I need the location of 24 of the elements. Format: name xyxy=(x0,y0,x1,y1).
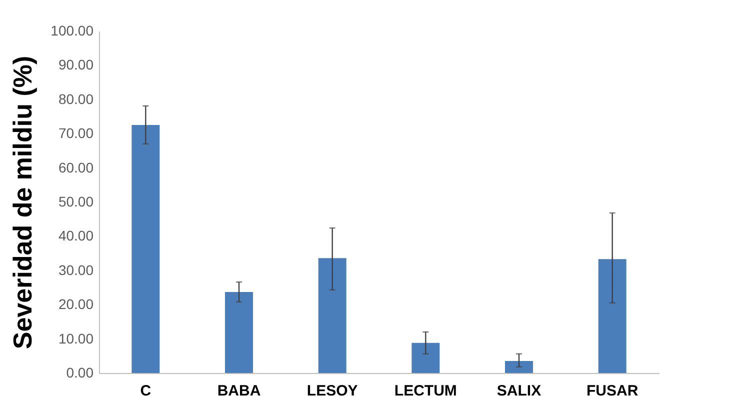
y-tick-label: 80.00 xyxy=(58,90,94,107)
y-axis-title: Severidad de mildiu (%) xyxy=(8,56,38,350)
y-tick-label: 30.00 xyxy=(58,262,94,278)
y-tick-label: 0.00 xyxy=(66,364,94,380)
x-tick-label: LESOY xyxy=(306,382,358,400)
x-tick-label: C xyxy=(140,382,152,400)
y-tick-label: 40.00 xyxy=(58,228,94,244)
y-tick-label: 10.00 xyxy=(58,330,94,346)
y-tick-label: 20.00 xyxy=(58,296,94,312)
y-tick-label: 70.00 xyxy=(58,125,94,142)
bar xyxy=(132,125,160,373)
x-tick-label: LECTUM xyxy=(394,382,457,400)
bar xyxy=(318,258,346,373)
bar xyxy=(412,342,440,373)
bar xyxy=(225,292,253,373)
y-tick-label: 50.00 xyxy=(58,194,94,210)
x-tick-label: FUSAR xyxy=(586,382,638,400)
x-tick-label: SALIX xyxy=(496,382,542,400)
x-tick-label: BABA xyxy=(217,382,261,400)
y-tick-label: 60.00 xyxy=(58,159,94,176)
y-tick-label: 90.00 xyxy=(58,56,94,73)
y-tick-label: 100.00 xyxy=(50,22,94,38)
bar xyxy=(598,259,626,373)
bar xyxy=(505,361,533,373)
